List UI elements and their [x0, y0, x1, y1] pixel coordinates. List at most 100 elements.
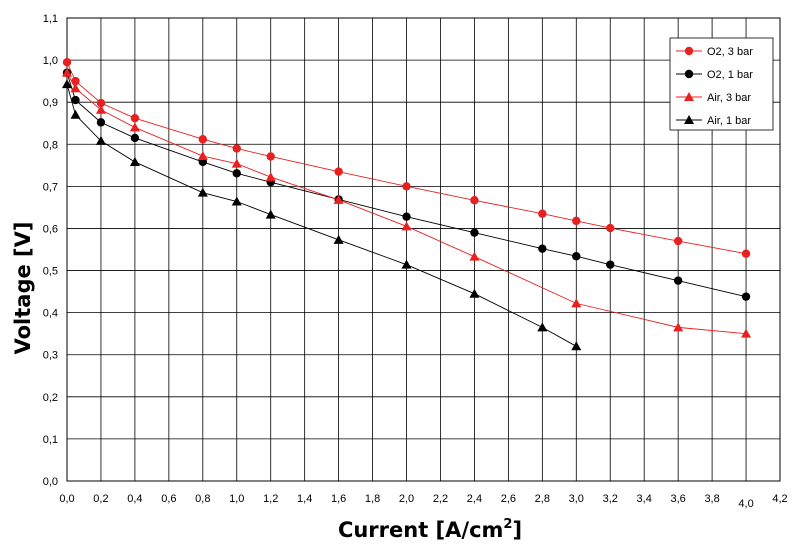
- data-point: [673, 322, 684, 332]
- y-tick-label: 0,4: [43, 308, 58, 320]
- data-point: [538, 244, 547, 253]
- legend-label: Air, 1 bar: [707, 115, 751, 127]
- data-point: [62, 57, 72, 67]
- legend-marker: [684, 69, 694, 79]
- legend: O2, 3 bar O2, 1 bar Air, 3 bar Air, 1 bar: [669, 37, 774, 131]
- data-point: [71, 95, 80, 105]
- data-point: [572, 252, 581, 261]
- series-layer: [62, 57, 752, 351]
- legend-label: Air, 3 bar: [707, 92, 751, 104]
- x-axis-title: Current [A/cm2]: [338, 517, 522, 542]
- legend-marker: [684, 115, 694, 124]
- y-tick-label: 1,0: [43, 55, 58, 67]
- series-air-3-bar: [62, 67, 752, 338]
- data-point: [334, 167, 343, 176]
- data-point: [266, 152, 275, 161]
- x-tick-label: 1,0: [229, 493, 244, 505]
- data-point: [673, 276, 683, 285]
- data-point: [470, 196, 479, 205]
- data-point: [198, 135, 208, 144]
- x-tick-label: 2,6: [501, 493, 516, 505]
- plot-area-border: [66, 17, 781, 482]
- data-point: [62, 79, 72, 89]
- y-tick-label: 0,5: [43, 266, 58, 278]
- data-point: [71, 76, 80, 86]
- x-tick-label: 2,0: [399, 493, 414, 505]
- data-point: [232, 144, 241, 153]
- data-point: [470, 228, 479, 237]
- data-point: [129, 156, 140, 166]
- data-point: [333, 194, 344, 204]
- x-tick-label: 3,6: [670, 493, 685, 505]
- y-tick-label: 0,7: [43, 181, 58, 193]
- data-point: [95, 104, 106, 114]
- series-line: [66, 83, 577, 347]
- data-point: [197, 151, 208, 161]
- data-point: [130, 113, 140, 123]
- data-point: [96, 118, 106, 127]
- data-point: [571, 298, 582, 308]
- tick-labels: 0,0 0,2 0,4 0,6 0,8 1,0 1,2 1,4 1,6 1,8 2,0 2,2 2,4 2…: [43, 13, 788, 510]
- x-tick-label: 3,4: [637, 493, 652, 505]
- x-tick-label: 3,2: [603, 493, 618, 505]
- x-tick-label: 1,4: [297, 493, 312, 505]
- data-point: [231, 158, 242, 168]
- legend-label: O2, 3 bar: [707, 46, 753, 58]
- data-point: [62, 67, 72, 77]
- data-point: [606, 260, 615, 269]
- data-point: [96, 98, 106, 108]
- data-point: [95, 135, 106, 145]
- data-point: [741, 328, 752, 338]
- x-tick-label: 4,0: [738, 498, 753, 510]
- x-tick-label: 2,8: [535, 493, 550, 505]
- data-point: [741, 292, 751, 301]
- data-point: [673, 236, 683, 246]
- data-point: [469, 288, 480, 298]
- y-tick-label: 1,1: [43, 13, 58, 25]
- x-tick-label: 4,2: [772, 493, 787, 505]
- x-tick-label: 0,6: [161, 493, 176, 505]
- x-tick-label: 0,4: [127, 493, 142, 505]
- data-point: [572, 216, 581, 226]
- data-point: [197, 187, 208, 197]
- data-point: [265, 172, 276, 182]
- data-point: [606, 223, 615, 233]
- data-point: [469, 251, 480, 261]
- y-tick-label: 0,3: [43, 350, 58, 362]
- y-tick-label: 0,6: [43, 223, 58, 235]
- x-tick-label: 1,2: [263, 493, 278, 505]
- data-point: [333, 234, 344, 244]
- x-axis-title-superscript: 2: [503, 517, 512, 532]
- x-tick-label: 1,6: [331, 493, 346, 505]
- y-tick-label: 0,8: [43, 139, 58, 151]
- x-tick-label: 2,4: [467, 493, 482, 505]
- grid-lines: [66, 17, 781, 482]
- y-tick-label: 0,2: [43, 392, 58, 404]
- data-point: [402, 182, 411, 191]
- y-axis-title: Voltage [V]: [11, 222, 35, 355]
- data-point: [231, 196, 242, 206]
- x-tick-label: 3,8: [704, 493, 719, 505]
- series-o2-3-bar: [62, 57, 751, 258]
- data-point: [265, 209, 276, 219]
- legend-marker: [684, 46, 694, 56]
- x-tick-label: 1,8: [365, 493, 380, 505]
- x-axis-title-main: Current [A/cm: [338, 518, 503, 542]
- data-point: [401, 259, 412, 269]
- data-point: [741, 249, 751, 258]
- x-tick-label: 0,8: [195, 493, 210, 505]
- y-tick-label: 0,1: [43, 434, 58, 446]
- data-point: [129, 122, 140, 132]
- x-tick-label: 3,0: [569, 493, 584, 505]
- data-point: [537, 322, 548, 332]
- y-tick-label: 0,9: [43, 97, 58, 109]
- y-tick-label: 0,0: [43, 476, 58, 488]
- data-point: [401, 221, 412, 231]
- data-point: [402, 212, 411, 221]
- x-axis-title-close: ]: [512, 518, 522, 542]
- data-point: [538, 209, 547, 218]
- series-air-1-bar: [62, 79, 582, 351]
- x-tick-label: 0,2: [93, 493, 108, 505]
- x-tick-label: 0,0: [59, 493, 74, 505]
